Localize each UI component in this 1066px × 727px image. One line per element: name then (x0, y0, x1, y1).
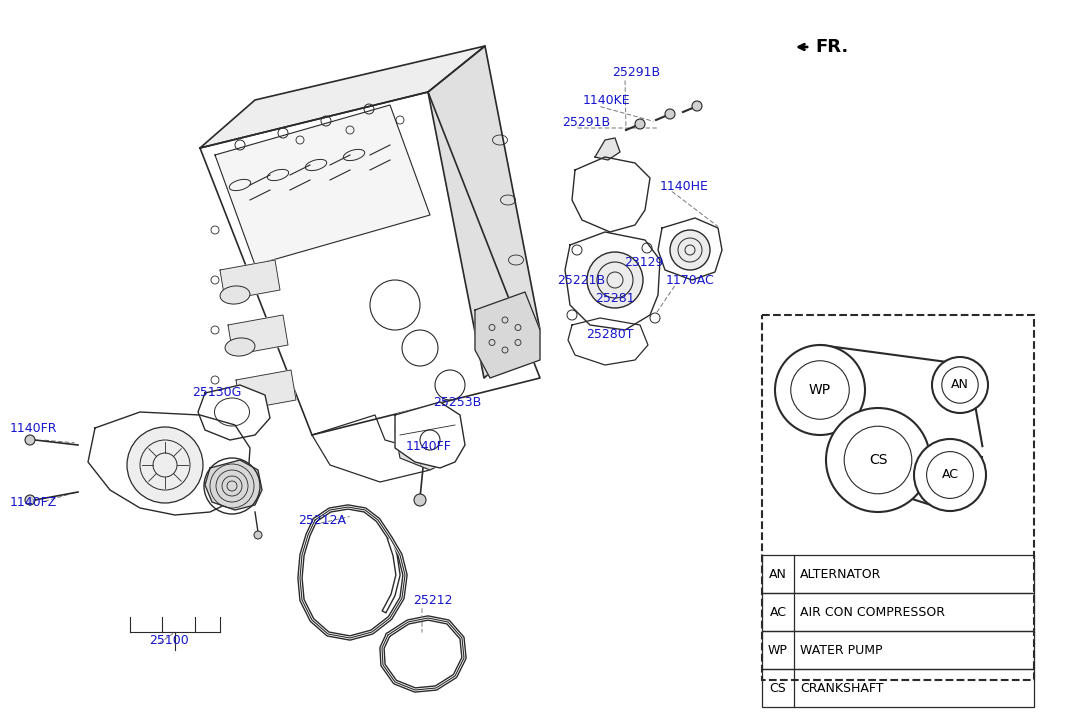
Text: AN: AN (769, 568, 787, 580)
Text: 25253B: 25253B (433, 395, 481, 409)
Polygon shape (395, 402, 465, 468)
Text: 25212: 25212 (413, 595, 452, 608)
Text: 1140FR: 1140FR (10, 422, 58, 435)
Polygon shape (475, 292, 540, 378)
Text: 25291B: 25291B (612, 66, 660, 79)
Text: AC: AC (941, 468, 958, 481)
Polygon shape (200, 46, 485, 148)
Circle shape (826, 408, 930, 512)
Text: WP: WP (809, 383, 831, 397)
Text: 25100: 25100 (149, 633, 189, 646)
Text: WATER PUMP: WATER PUMP (800, 643, 883, 656)
Polygon shape (429, 46, 540, 378)
Text: AC: AC (770, 606, 787, 619)
Polygon shape (228, 315, 288, 355)
Text: CS: CS (770, 681, 787, 694)
Polygon shape (568, 318, 648, 365)
Polygon shape (220, 260, 280, 300)
Text: 25291B: 25291B (562, 116, 610, 129)
Text: 25221B: 25221B (558, 273, 605, 286)
Polygon shape (595, 138, 620, 160)
Polygon shape (215, 105, 430, 265)
Text: CRANKSHAFT: CRANKSHAFT (800, 681, 884, 694)
Circle shape (25, 495, 35, 505)
Polygon shape (200, 92, 540, 435)
Bar (762, 555, 1034, 593)
Polygon shape (658, 218, 722, 280)
Ellipse shape (230, 390, 260, 408)
Circle shape (635, 119, 645, 129)
Text: ALTERNATOR: ALTERNATOR (800, 568, 882, 580)
Polygon shape (236, 370, 296, 410)
Polygon shape (312, 415, 430, 482)
Circle shape (25, 435, 35, 445)
Circle shape (692, 101, 702, 111)
Circle shape (414, 494, 426, 506)
Text: AN: AN (951, 379, 969, 392)
Text: AIR CON COMPRESSOR: AIR CON COMPRESSOR (800, 606, 944, 619)
Circle shape (127, 427, 203, 503)
Polygon shape (572, 157, 650, 232)
Polygon shape (88, 412, 251, 515)
Bar (762, 593, 1034, 631)
Ellipse shape (220, 286, 249, 304)
Text: FR.: FR. (815, 38, 849, 56)
Text: 1140HE: 1140HE (660, 180, 709, 193)
Circle shape (914, 439, 986, 511)
Text: 25212A: 25212A (298, 513, 346, 526)
Bar (762, 669, 1034, 707)
Polygon shape (205, 460, 262, 510)
Polygon shape (198, 385, 270, 440)
Text: 1140KE: 1140KE (583, 94, 631, 106)
Circle shape (587, 252, 643, 308)
Ellipse shape (225, 338, 255, 356)
Circle shape (665, 109, 675, 119)
Circle shape (775, 345, 865, 435)
Text: WP: WP (769, 643, 788, 656)
Text: 25130G: 25130G (192, 387, 241, 400)
Text: 1170AC: 1170AC (666, 273, 714, 286)
Text: CS: CS (869, 453, 887, 467)
Bar (762, 631, 1034, 669)
Text: 1140FF: 1140FF (406, 440, 452, 452)
Polygon shape (565, 232, 660, 330)
Circle shape (932, 357, 988, 413)
Text: 23129: 23129 (624, 255, 663, 268)
Text: 25280T: 25280T (586, 327, 633, 340)
Circle shape (254, 531, 262, 539)
Polygon shape (395, 415, 455, 470)
Bar (762, 315, 1034, 680)
Circle shape (671, 230, 710, 270)
Text: 1140FZ: 1140FZ (10, 496, 58, 508)
Text: 25281: 25281 (595, 292, 634, 305)
